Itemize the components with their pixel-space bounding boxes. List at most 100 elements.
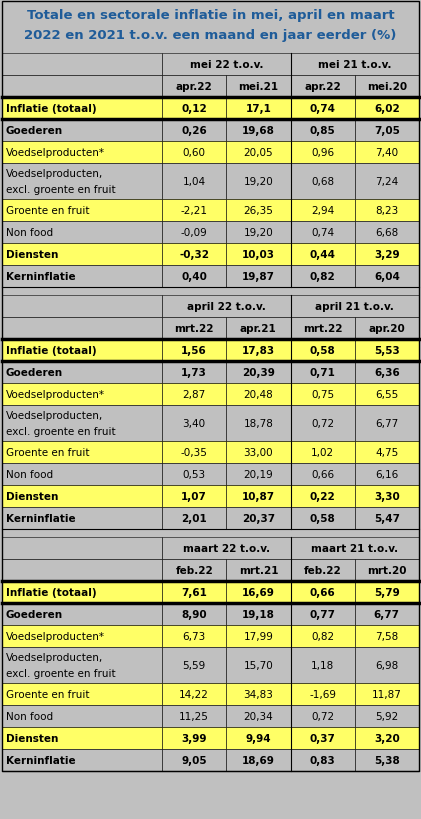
Text: 26,35: 26,35 <box>243 206 273 215</box>
Text: 6,02: 6,02 <box>374 104 400 114</box>
Text: 19,20: 19,20 <box>243 177 273 187</box>
Text: 1,56: 1,56 <box>181 346 207 355</box>
Text: 0,53: 0,53 <box>183 469 206 479</box>
Text: mrt.20: mrt.20 <box>367 565 407 575</box>
Bar <box>226 581 290 604</box>
Text: mrt.21: mrt.21 <box>239 565 278 575</box>
Text: Goederen: Goederen <box>6 368 63 378</box>
Bar <box>162 98 226 120</box>
Bar <box>355 120 419 142</box>
Bar <box>355 200 419 222</box>
Bar <box>2 441 162 464</box>
Text: 0,60: 0,60 <box>183 147 205 158</box>
Text: 1,73: 1,73 <box>181 368 207 378</box>
Text: 6,73: 6,73 <box>182 631 206 641</box>
Text: Groente en fruit: Groente en fruit <box>6 206 90 215</box>
Text: Inflatie (totaal): Inflatie (totaal) <box>6 587 97 597</box>
Bar <box>355 625 419 647</box>
Bar <box>162 340 226 361</box>
Text: 19,68: 19,68 <box>242 126 275 136</box>
Bar <box>290 441 355 464</box>
Text: Goederen: Goederen <box>6 126 63 136</box>
Text: 5,59: 5,59 <box>182 660 206 670</box>
Text: 17,83: 17,83 <box>242 346 275 355</box>
Text: 1,02: 1,02 <box>311 447 334 458</box>
Text: mei.20: mei.20 <box>367 82 407 92</box>
Bar <box>290 142 355 164</box>
Bar <box>2 222 162 244</box>
Text: 20,05: 20,05 <box>244 147 273 158</box>
Bar <box>290 683 355 705</box>
Text: 8,90: 8,90 <box>181 609 207 619</box>
Bar <box>355 647 419 683</box>
Bar <box>162 683 226 705</box>
Bar <box>290 244 355 265</box>
Text: 33,00: 33,00 <box>244 447 273 458</box>
Text: apr.22: apr.22 <box>176 82 213 92</box>
Text: 7,61: 7,61 <box>181 587 207 597</box>
Bar <box>355 318 419 340</box>
Bar <box>2 2 419 52</box>
Bar <box>290 405 355 441</box>
Text: mei 22 t.o.v.: mei 22 t.o.v. <box>189 60 263 70</box>
Text: 1,04: 1,04 <box>183 177 206 187</box>
Text: Voedselproducten,: Voedselproducten, <box>6 169 103 179</box>
Bar <box>355 340 419 361</box>
Text: 0,85: 0,85 <box>310 126 336 136</box>
Text: Diensten: Diensten <box>6 733 59 743</box>
Bar <box>355 265 419 287</box>
Bar <box>355 164 419 200</box>
Text: 0,72: 0,72 <box>311 711 334 721</box>
Bar <box>355 705 419 727</box>
Text: 19,18: 19,18 <box>242 609 275 619</box>
Bar <box>2 54 162 76</box>
Bar <box>355 508 419 529</box>
Bar <box>226 76 290 98</box>
Text: 0,82: 0,82 <box>310 272 336 282</box>
Bar <box>162 537 290 559</box>
Bar <box>355 76 419 98</box>
Text: apr.21: apr.21 <box>240 324 277 333</box>
Bar <box>2 361 162 383</box>
Text: 6,36: 6,36 <box>374 368 400 378</box>
Text: Groente en fruit: Groente en fruit <box>6 689 90 699</box>
Text: 2022 en 2021 t.o.v. een maand en jaar eerder (%): 2022 en 2021 t.o.v. een maand en jaar ee… <box>24 29 397 43</box>
Bar <box>162 383 226 405</box>
Text: apr.22: apr.22 <box>304 82 341 92</box>
Text: 5,38: 5,38 <box>374 755 400 765</box>
Text: 9,94: 9,94 <box>245 733 271 743</box>
Text: 3,30: 3,30 <box>374 491 400 501</box>
Text: mrt.22: mrt.22 <box>174 324 214 333</box>
Text: 18,78: 18,78 <box>243 419 273 428</box>
Bar <box>290 383 355 405</box>
Bar <box>226 625 290 647</box>
Bar <box>290 340 355 361</box>
Bar <box>290 749 355 771</box>
Text: 10,87: 10,87 <box>242 491 275 501</box>
Bar <box>226 120 290 142</box>
Text: 5,53: 5,53 <box>374 346 400 355</box>
Bar <box>226 559 290 581</box>
Text: Voedselproducten*: Voedselproducten* <box>6 390 105 400</box>
Text: 0,75: 0,75 <box>311 390 334 400</box>
Bar <box>290 705 355 727</box>
Bar <box>226 705 290 727</box>
Bar <box>355 727 419 749</box>
Bar <box>2 244 162 265</box>
Bar <box>162 508 226 529</box>
Text: -0,35: -0,35 <box>181 447 208 458</box>
Text: -1,69: -1,69 <box>309 689 336 699</box>
Bar <box>355 486 419 508</box>
Text: 0,72: 0,72 <box>311 419 334 428</box>
Text: 0,71: 0,71 <box>310 368 336 378</box>
Text: 3,40: 3,40 <box>183 419 206 428</box>
Text: Voedselproducten*: Voedselproducten* <box>6 147 105 158</box>
Text: -0,09: -0,09 <box>181 228 208 238</box>
Text: -2,21: -2,21 <box>181 206 208 215</box>
Text: 20,48: 20,48 <box>243 390 273 400</box>
Text: 0,68: 0,68 <box>311 177 334 187</box>
Text: 3,20: 3,20 <box>374 733 400 743</box>
Bar <box>226 265 290 287</box>
Bar <box>2 98 162 120</box>
Bar <box>162 559 226 581</box>
